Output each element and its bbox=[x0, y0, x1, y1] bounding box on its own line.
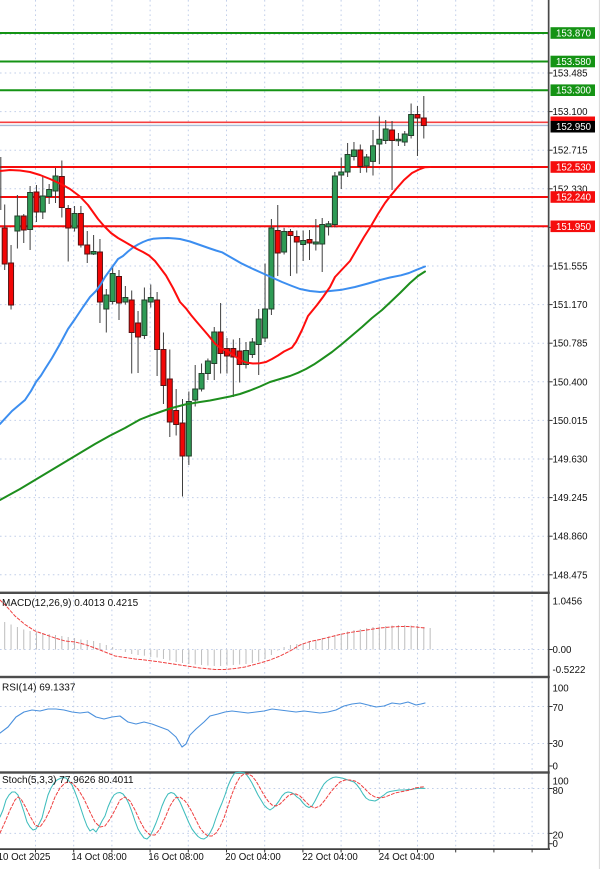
svg-text:100: 100 bbox=[553, 777, 570, 788]
svg-text:0: 0 bbox=[553, 762, 559, 773]
svg-text:152.715: 152.715 bbox=[553, 146, 588, 157]
svg-text:0: 0 bbox=[553, 839, 559, 850]
svg-text:153.580: 153.580 bbox=[556, 57, 592, 68]
svg-text:1.0456: 1.0456 bbox=[553, 597, 583, 608]
svg-text:22 Oct 04:00: 22 Oct 04:00 bbox=[302, 852, 358, 863]
svg-text:10 Oct 2025: 10 Oct 2025 bbox=[0, 852, 50, 863]
svg-text:Stoch(5,3,3) 77.9626 80.4011: Stoch(5,3,3) 77.9626 80.4011 bbox=[2, 775, 134, 786]
svg-text:152.530: 152.530 bbox=[556, 163, 592, 174]
svg-text:30: 30 bbox=[553, 739, 564, 750]
svg-text:153.485: 153.485 bbox=[553, 69, 588, 80]
svg-text:151.555: 151.555 bbox=[553, 262, 588, 273]
svg-text:148.860: 148.860 bbox=[553, 532, 589, 543]
svg-text:149.630: 149.630 bbox=[553, 455, 589, 466]
svg-text:152.240: 152.240 bbox=[556, 193, 592, 204]
svg-text:150.015: 150.015 bbox=[553, 416, 588, 427]
svg-text:148.475: 148.475 bbox=[553, 570, 588, 581]
svg-text:152.330: 152.330 bbox=[553, 184, 589, 195]
svg-text:152.950: 152.950 bbox=[556, 122, 592, 133]
svg-text:24 Oct 04:00: 24 Oct 04:00 bbox=[379, 852, 435, 863]
svg-text:151.170: 151.170 bbox=[553, 300, 589, 311]
svg-text:150.785: 150.785 bbox=[553, 339, 588, 350]
svg-text:0.00: 0.00 bbox=[553, 645, 572, 656]
svg-text:70: 70 bbox=[553, 703, 564, 714]
svg-text:153.870: 153.870 bbox=[556, 29, 592, 40]
svg-text:153.300: 153.300 bbox=[556, 86, 592, 97]
svg-text:151.950: 151.950 bbox=[556, 222, 592, 233]
svg-text:20 Oct 04:00: 20 Oct 04:00 bbox=[225, 852, 281, 863]
svg-text:149.245: 149.245 bbox=[553, 493, 588, 504]
svg-text:16 Oct 08:00: 16 Oct 08:00 bbox=[148, 852, 204, 863]
svg-text:80: 80 bbox=[553, 786, 564, 797]
svg-text:14 Oct 08:00: 14 Oct 08:00 bbox=[71, 852, 127, 863]
svg-text:100: 100 bbox=[553, 684, 570, 695]
svg-text:153.100: 153.100 bbox=[553, 107, 589, 118]
svg-text:-0.5222: -0.5222 bbox=[553, 665, 586, 676]
svg-text:150.400: 150.400 bbox=[553, 377, 589, 388]
svg-text:RSI(14) 69.1337: RSI(14) 69.1337 bbox=[2, 683, 76, 694]
svg-text:MACD(12,26,9) 0.4013 0.4215: MACD(12,26,9) 0.4013 0.4215 bbox=[2, 598, 139, 609]
svg-text:20: 20 bbox=[553, 831, 564, 842]
